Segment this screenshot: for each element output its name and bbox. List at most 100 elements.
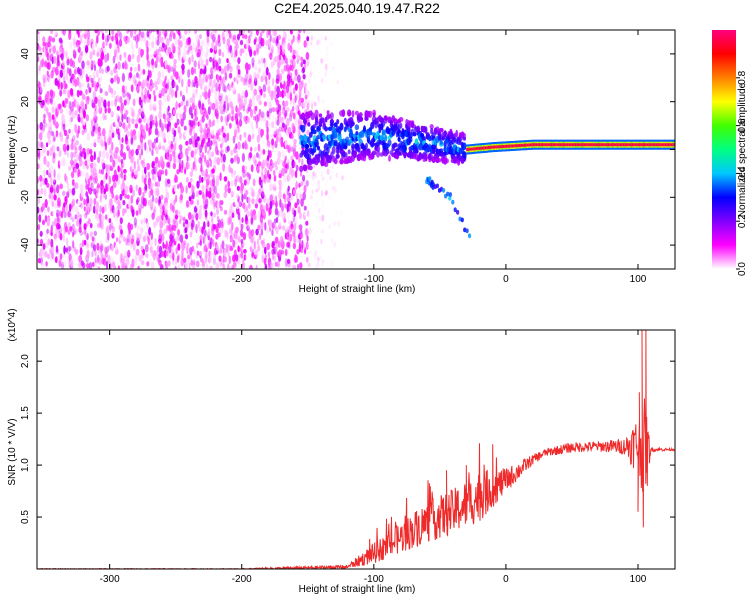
spectrogram-cell: [47, 238, 50, 245]
spectrogram-cell: [272, 77, 275, 87]
signal-band-core: [540, 143, 543, 147]
spectrogram-cell: [99, 101, 102, 110]
spectrogram-cell: [146, 30, 150, 38]
spectrogram-cell: [185, 176, 189, 183]
spectrogram-cell: [79, 213, 82, 223]
spectrogram-cell: [109, 165, 114, 171]
spectrogram-cell: [50, 176, 53, 185]
spectrogram-cell: [214, 45, 217, 51]
signal-band-core: [498, 145, 501, 149]
spectrogram-cell: [250, 164, 254, 173]
spectrogram-cell: [193, 108, 197, 117]
spectrogram-cell: [221, 148, 224, 155]
spectrogram-cell: [256, 152, 259, 159]
spectrogram-cell: [246, 210, 250, 217]
spectrogram-cell: [215, 178, 219, 187]
spectrogram-cell: [224, 85, 228, 92]
spectrogram-cell: [247, 219, 250, 229]
spectrogram-cell: [336, 149, 340, 155]
spectrogram-cell: [250, 146, 253, 152]
spectrogram-cell: [158, 105, 162, 111]
spectrogram-cell: [70, 142, 74, 151]
spectrogram-cell: [96, 81, 100, 88]
spectrogram-cell: [325, 63, 328, 71]
spectrogram-cell: [199, 68, 204, 75]
spectrogram-cell: [276, 261, 280, 268]
spectrogram-cell: [158, 259, 162, 266]
spectrogram-cell: [194, 157, 197, 166]
spectrogram-cell: [293, 264, 296, 269]
spectrogram-cell: [46, 170, 49, 175]
spectrogram-cell: [298, 30, 302, 34]
spectrogram-cell: [300, 256, 304, 264]
spectrogram-cell: [102, 193, 106, 199]
spectrogram-cell: [177, 126, 181, 134]
spectrogram-cell: [172, 248, 175, 255]
spectrogram-cell: [321, 228, 324, 234]
spectrogram-cell: [201, 115, 205, 123]
spectrogram-cell: [237, 126, 240, 134]
spectrogram-cell: [289, 92, 293, 101]
spectrogram-cell: [158, 253, 162, 259]
spectrogram-cell: [222, 153, 226, 163]
spectrogram-cell: [91, 261, 95, 268]
spectrogram-cell: [221, 31, 225, 41]
spectrogram-cell: [41, 99, 46, 106]
spectrogram-cell: [302, 59, 306, 65]
spectrogram-cell: [85, 205, 89, 212]
spectrogram-cell: [66, 237, 69, 247]
spectrogram-cell: [64, 98, 69, 104]
spectrogram-cell: [155, 136, 159, 143]
figure-title: C2E4.2025.040.19.47.R22: [274, 0, 440, 16]
spectrogram-cell: [121, 113, 124, 123]
spectrogram-cell: [316, 39, 319, 46]
spectrogram-cell: [281, 238, 284, 245]
spectrogram-cell: [261, 136, 265, 143]
spectrogram-cell: [190, 150, 195, 158]
spectrogram-cell: [97, 47, 101, 54]
spectrogram-cell: [151, 182, 154, 191]
signal-band-core: [496, 145, 498, 149]
spectrogram-cell: [193, 206, 198, 213]
spectrogram-cell: [209, 74, 214, 80]
spectrogram-cell: [244, 78, 248, 87]
spectrogram-cell: [135, 118, 138, 125]
spectrogram-cell: [216, 123, 220, 129]
spectrogram-cell: [61, 47, 65, 57]
spectrogram-cell: [262, 149, 266, 155]
spectrogram-cell: [96, 136, 101, 143]
spectrogram-cell: [42, 36, 46, 43]
spectrogram-cell: [168, 162, 171, 169]
spectrogram-cell: [78, 68, 83, 76]
spectrogram-cell: [70, 116, 74, 123]
spectrogram-cell: [322, 120, 326, 128]
spectrogram-cell: [92, 49, 96, 56]
signal-band-core: [628, 143, 630, 147]
spectrogram-cell: [144, 87, 147, 95]
signal-band-core: [533, 143, 536, 147]
signal-band-core: [588, 143, 591, 147]
spectrogram-cell: [313, 101, 317, 107]
signal-band-core: [528, 143, 531, 147]
signal-band-core: [583, 143, 586, 147]
spectrogram-cell: [155, 147, 159, 155]
spectrogram-cell: [138, 118, 143, 124]
spectrogram-cell: [226, 68, 229, 74]
spectrogram-cell: [96, 222, 100, 229]
spectrogram-cell: [204, 90, 208, 100]
spectrogram-cell: [163, 133, 167, 141]
signal-band-core: [522, 143, 525, 147]
spectrogram-cell: [60, 259, 65, 265]
spectrogram-cell: [249, 74, 253, 83]
spectrogram-cell: [37, 94, 42, 102]
spectrogram-cell: [306, 129, 310, 135]
spectrogram-cell: [196, 199, 200, 206]
spectrogram-cell: [78, 52, 83, 61]
spectrogram-cell: [177, 229, 181, 236]
signal-band-core: [670, 143, 672, 147]
spectrogram-cell: [213, 164, 216, 172]
spectrogram-cell: [235, 143, 238, 150]
signal-band-core: [641, 143, 644, 147]
spectrogram-cell: [152, 194, 155, 202]
